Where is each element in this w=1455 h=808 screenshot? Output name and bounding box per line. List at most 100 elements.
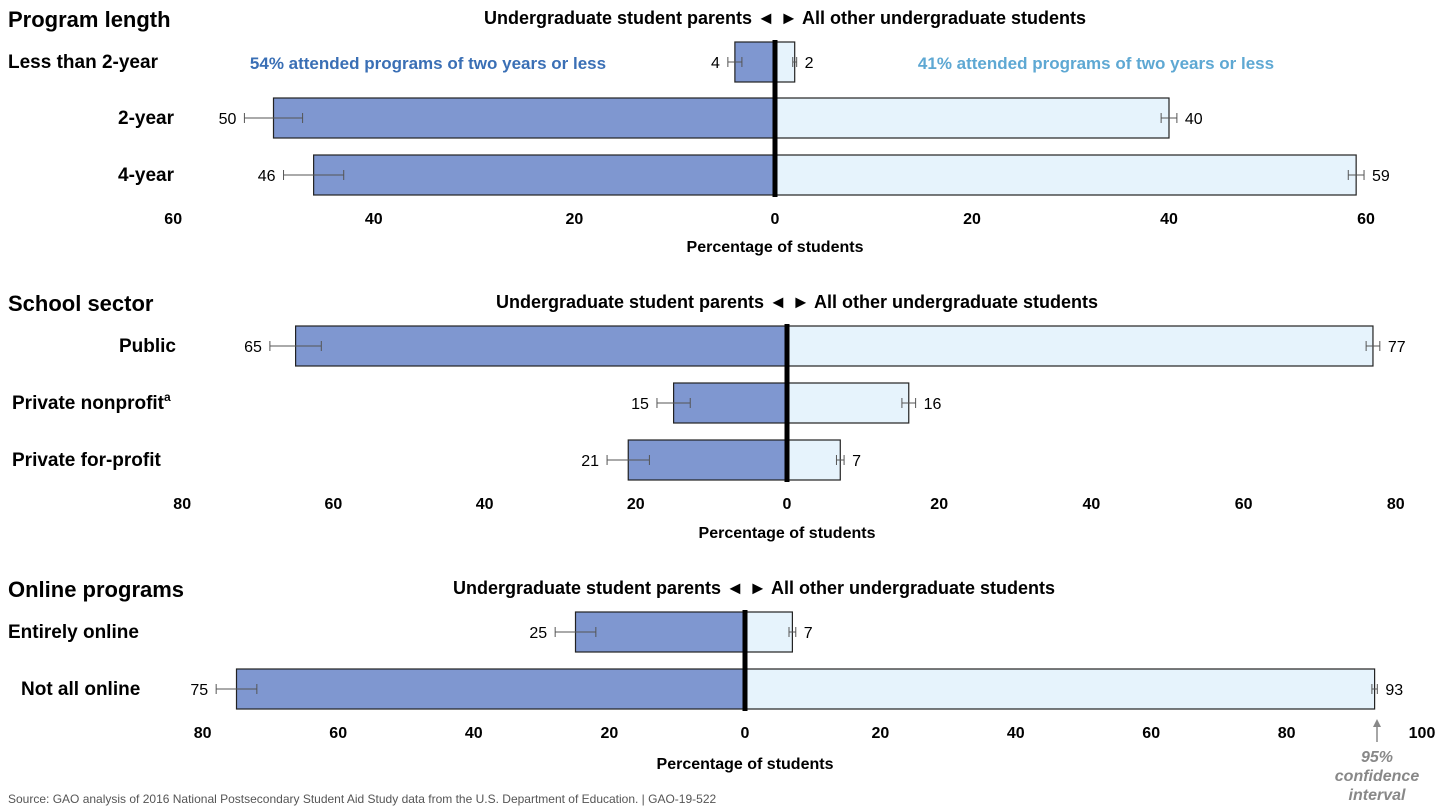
ci-annotation-line: confidence <box>1335 768 1420 785</box>
note-left: 54% attended programs of two years or le… <box>250 54 606 73</box>
category-label-text: 2-year <box>118 108 175 129</box>
data-label: 4 <box>711 55 720 72</box>
note-right: 41% attended programs of two years or le… <box>918 54 1274 73</box>
x-axis-label: Percentage of students <box>657 756 834 773</box>
category-label: Not all online <box>21 679 140 700</box>
header-left-label: Undergraduate student parents <box>453 578 721 598</box>
tick-label: 20 <box>627 496 645 513</box>
data-label: 40 <box>1185 111 1203 128</box>
category-label: Less than 2-year <box>8 52 159 73</box>
category-label-text: Private nonprofit <box>12 393 165 414</box>
data-label: 65 <box>244 339 262 356</box>
header-arrows: ◄ ► <box>764 292 814 312</box>
bar-parents <box>295 325 788 367</box>
tick-label: 40 <box>476 496 494 513</box>
tick-label: 60 <box>164 211 182 228</box>
data-label: 59 <box>1372 168 1390 185</box>
data-label: 25 <box>529 625 547 642</box>
category-superscript: a <box>164 390 171 404</box>
bar-parents <box>627 439 788 481</box>
category-label-text: Not all online <box>21 679 140 700</box>
tick-label: 100 <box>1409 725 1436 742</box>
bar-others <box>774 97 1170 139</box>
bar-others <box>786 382 910 424</box>
panel-title: School sector <box>8 291 154 316</box>
x-axis-label: Percentage of students <box>687 239 864 256</box>
header-right-label: All other undergraduate students <box>802 8 1086 28</box>
tick-label: 0 <box>741 725 750 742</box>
tick-label: 80 <box>173 496 191 513</box>
bar-others <box>786 439 841 481</box>
panel-header: Undergraduate student parents ◄ ► All ot… <box>484 8 1086 28</box>
ci-arrow-head <box>1373 719 1381 727</box>
tick-label: 40 <box>465 725 483 742</box>
category-label-text: Private for-profit <box>12 450 162 471</box>
panel-header: Undergraduate student parents ◄ ► All ot… <box>453 578 1055 598</box>
panel-header: Undergraduate student parents ◄ ► All ot… <box>496 292 1098 312</box>
data-label: 77 <box>1388 339 1406 356</box>
bar-parents <box>313 154 776 196</box>
category-label-text: 4-year <box>118 165 175 186</box>
header-arrows: ◄ ► <box>721 578 771 598</box>
category-label: Private for-profit <box>12 450 162 471</box>
tick-label: 0 <box>771 211 780 228</box>
bar-others <box>774 154 1357 196</box>
category-label: 2-year <box>118 108 175 129</box>
bar-parents <box>272 97 776 139</box>
header-arrows: ◄ ► <box>752 8 802 28</box>
data-label: 7 <box>852 453 861 470</box>
tick-label: 40 <box>365 211 383 228</box>
source-note: Source: GAO analysis of 2016 National Po… <box>8 792 717 806</box>
tick-label: 60 <box>1142 725 1160 742</box>
tick-label: 60 <box>1235 496 1253 513</box>
data-label: 15 <box>631 396 649 413</box>
tick-label: 20 <box>872 725 890 742</box>
data-label: 2 <box>805 55 814 72</box>
tick-label: 20 <box>963 211 981 228</box>
bar-others <box>744 611 793 653</box>
tick-label: 20 <box>930 496 948 513</box>
panel-title: Program length <box>8 7 171 32</box>
x-axis-label: Percentage of students <box>699 525 876 542</box>
category-label: Public <box>119 336 176 357</box>
data-label: 21 <box>581 453 599 470</box>
data-label: 93 <box>1385 682 1403 699</box>
category-label: 4-year <box>118 165 175 186</box>
header-right-label: All other undergraduate students <box>814 292 1098 312</box>
bar-others <box>744 668 1376 710</box>
header-left-label: Undergraduate student parents <box>484 8 752 28</box>
tick-label: 40 <box>1160 211 1178 228</box>
data-label: 7 <box>804 625 813 642</box>
data-label: 46 <box>258 168 276 185</box>
category-label-text: Less than 2-year <box>8 52 159 73</box>
bar-others <box>774 41 796 83</box>
tick-label: 40 <box>1083 496 1101 513</box>
data-label: 16 <box>924 396 942 413</box>
bar-parents <box>672 382 788 424</box>
tick-label: 20 <box>566 211 584 228</box>
tick-label: 80 <box>1278 725 1296 742</box>
tick-label: 20 <box>601 725 619 742</box>
tick-label: 60 <box>329 725 347 742</box>
data-label: 75 <box>190 682 208 699</box>
category-label-text: Public <box>119 336 176 357</box>
ci-annotation-line: interval <box>1349 787 1406 804</box>
bar-parents <box>235 668 746 710</box>
tick-label: 80 <box>1387 496 1405 513</box>
tick-label: 60 <box>1357 211 1375 228</box>
tick-label: 0 <box>783 496 792 513</box>
header-left-label: Undergraduate student parents <box>496 292 764 312</box>
category-label: Private nonprofita <box>12 390 171 414</box>
category-label: Entirely online <box>8 622 139 643</box>
ci-annotation-line: 95% <box>1361 749 1393 766</box>
data-label: 50 <box>219 111 237 128</box>
tick-label: 40 <box>1007 725 1025 742</box>
panel-title: Online programs <box>8 577 184 602</box>
category-label-text: Entirely online <box>8 622 139 643</box>
tick-label: 60 <box>325 496 343 513</box>
bar-parents <box>574 611 746 653</box>
bar-others <box>786 325 1374 367</box>
tick-label: 80 <box>194 725 212 742</box>
header-right-label: All other undergraduate students <box>771 578 1055 598</box>
